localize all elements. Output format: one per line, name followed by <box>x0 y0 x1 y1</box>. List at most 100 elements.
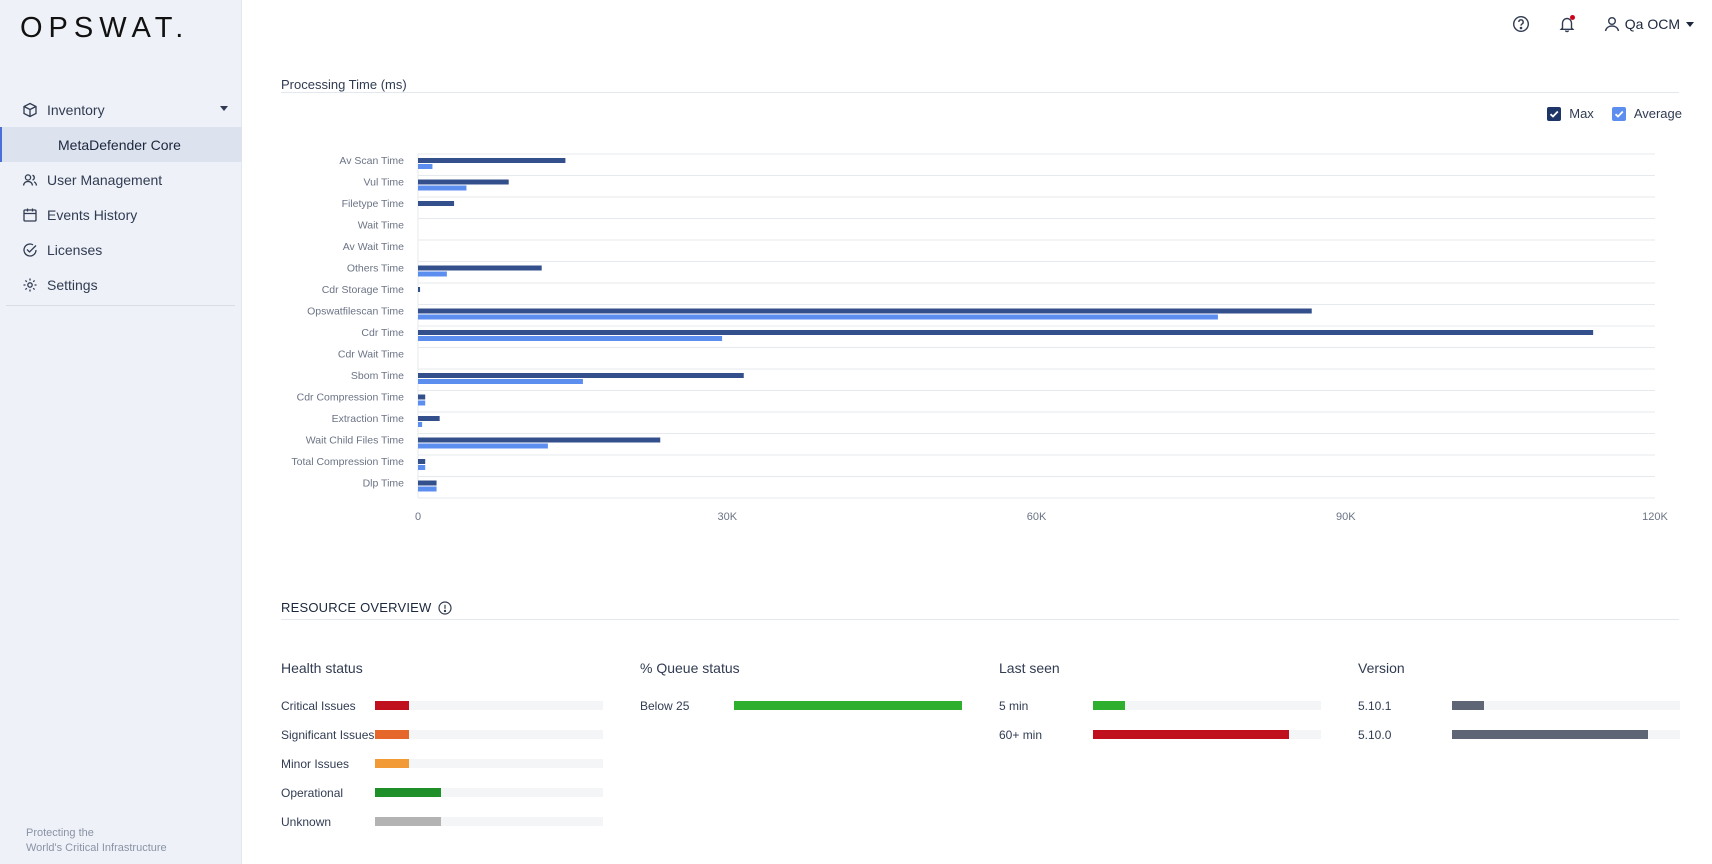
sidebar-item-user-management[interactable]: User Management <box>0 162 242 197</box>
sidebar-item-licenses[interactable]: Licenses <box>0 232 242 267</box>
users-icon <box>22 172 38 188</box>
chevron-down-icon[interactable] <box>220 106 228 111</box>
sidebar-item-events-history[interactable]: Events History <box>0 197 242 232</box>
legend-label: Max <box>1569 106 1594 121</box>
resource-bar-track <box>375 701 603 710</box>
category-label: Av Wait Time <box>343 241 404 253</box>
category-label: Wait Time <box>358 219 404 231</box>
resource-row[interactable]: Operational <box>281 778 603 807</box>
tagline-line-2: World's Critical Infrastructure <box>26 842 167 854</box>
resource-row[interactable]: 5.10.1 <box>1358 691 1680 720</box>
category-label: Cdr Time <box>361 327 404 339</box>
checkbox-icon[interactable] <box>1611 106 1626 121</box>
bar-average <box>418 185 467 191</box>
category-label: Others Time <box>347 262 404 274</box>
bar-max <box>418 201 455 206</box>
sidebar-nav: Inventory MetaDefender Core User Managem… <box>0 92 242 302</box>
bar-average <box>418 486 437 492</box>
category-label: Av Scan Time <box>339 155 404 167</box>
resource-row[interactable]: Critical Issues <box>281 691 603 720</box>
sidebar: OPSWAT. Inventory MetaDefender Core User… <box>0 0 242 864</box>
chart-legend: Max Average <box>1547 106 1682 121</box>
bar-average <box>418 271 447 277</box>
bar-max <box>418 158 566 163</box>
x-tick-label: 60K <box>1027 511 1047 523</box>
bar-average <box>418 422 423 427</box>
help-icon[interactable] <box>1511 14 1531 34</box>
bar-max <box>418 287 421 292</box>
opswat-logo[interactable]: OPSWAT. <box>20 12 190 44</box>
notification-dot <box>1569 15 1575 20</box>
resource-bar-fill <box>1452 701 1484 710</box>
legend-average[interactable]: Average <box>1611 106 1682 121</box>
category-label: Cdr Storage Time <box>322 284 404 296</box>
bar-max <box>418 459 426 464</box>
resource-row-label: Unknown <box>281 814 332 829</box>
resource-row-label: 5.10.1 <box>1358 698 1392 713</box>
bar-average <box>418 465 426 470</box>
resource-row-label: 5.10.0 <box>1358 727 1392 742</box>
tagline: Protecting the World's Critical Infrastr… <box>26 826 167 856</box>
resource-row-label: Significant Issues <box>281 727 375 742</box>
bar-max <box>418 308 1312 314</box>
category-label: Dlp Time <box>363 477 405 489</box>
resource-row[interactable]: Unknown <box>281 807 603 836</box>
resource-row[interactable]: 5.10.0 <box>1358 720 1680 749</box>
queue-status-rows: Below 25 <box>640 691 962 720</box>
resource-bar-fill <box>375 817 442 826</box>
resource-row[interactable]: Minor Issues <box>281 749 603 778</box>
resource-row[interactable]: Significant Issues <box>281 720 603 749</box>
bar-average <box>418 443 548 449</box>
bar-max <box>418 330 1594 335</box>
bell-icon[interactable] <box>1557 14 1577 34</box>
resource-bar-track <box>375 817 603 826</box>
sidebar-item-settings[interactable]: Settings <box>0 267 242 302</box>
x-tick-label: 120K <box>1642 511 1668 523</box>
category-label: Cdr Compression Time <box>297 391 405 403</box>
resource-bar-track <box>1093 701 1321 710</box>
user-icon <box>1604 17 1619 32</box>
x-tick-label: 30K <box>717 511 737 523</box>
queue-status-title: % Queue status <box>640 660 740 676</box>
resource-overview-label: RESOURCE OVERVIEW <box>281 600 432 615</box>
resource-row-label: Below 25 <box>640 698 690 713</box>
resource-row[interactable]: Below 25 <box>640 691 962 720</box>
bar-average <box>418 164 433 169</box>
sidebar-item-metadefender-core[interactable]: MetaDefender Core <box>0 127 242 162</box>
resource-row-label: 60+ min <box>999 727 1043 742</box>
resource-bar-track <box>734 701 962 710</box>
sidebar-item-label: Events History <box>47 206 138 223</box>
sidebar-item-label: Settings <box>47 276 98 293</box>
user-menu[interactable]: Qa OCM <box>1603 15 1694 33</box>
health-status-rows: Critical Issues Significant Issues Minor I… <box>281 691 603 836</box>
processing-time-title: Processing Time (ms) <box>281 77 407 92</box>
bar-max <box>418 373 744 378</box>
section-divider <box>281 619 1679 620</box>
sidebar-item-inventory[interactable]: Inventory <box>0 92 242 127</box>
resource-bar-track <box>1452 730 1680 739</box>
last-seen-rows: 5 min 60+ min <box>999 691 1321 749</box>
resource-bar-track <box>375 788 603 797</box>
user-name: Qa OCM <box>1624 16 1680 32</box>
sidebar-item-label: User Management <box>47 171 163 188</box>
bar-max <box>418 394 426 400</box>
bar-max <box>418 480 437 486</box>
resource-row[interactable]: 60+ min <box>999 720 1321 749</box>
last-seen-title: Last seen <box>999 660 1060 676</box>
version-title: Version <box>1358 660 1405 676</box>
bar-max <box>418 437 661 443</box>
health-status-column: Health status Critical Issues Significant… <box>281 660 603 836</box>
sidebar-item-label: Inventory <box>47 101 105 118</box>
info-icon[interactable] <box>437 600 452 615</box>
checkbox-icon[interactable] <box>1547 106 1562 121</box>
x-tick-label: 0 <box>415 511 421 523</box>
category-label: Wait Child Files Time <box>306 434 404 446</box>
resource-row-label: Operational <box>281 785 344 800</box>
sidebar-item-label: Licenses <box>47 241 103 258</box>
legend-max[interactable]: Max <box>1547 106 1594 121</box>
resource-row[interactable]: 5 min <box>999 691 1321 720</box>
resource-bar-track <box>1452 701 1680 710</box>
legend-label: Average <box>1633 106 1682 121</box>
category-label: Cdr Wait Time <box>338 348 404 360</box>
resource-bar-fill <box>375 788 442 797</box>
